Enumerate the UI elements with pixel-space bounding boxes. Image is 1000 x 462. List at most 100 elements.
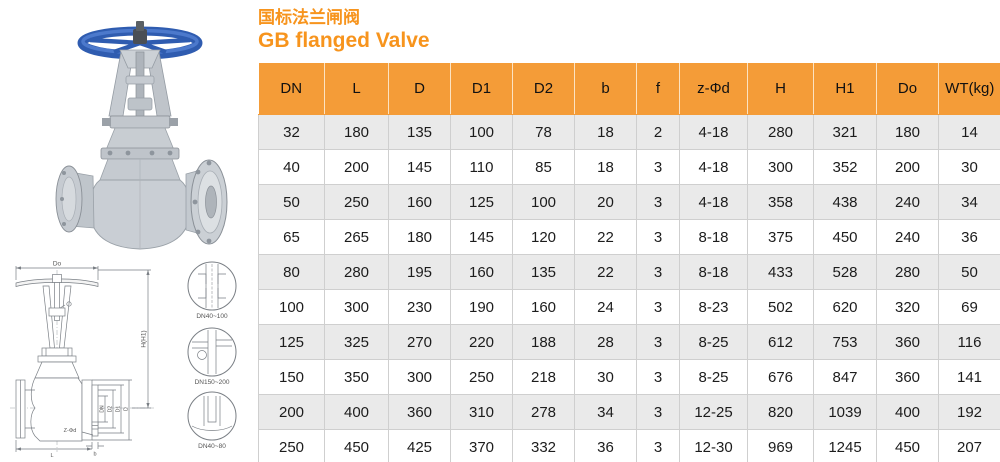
table-row: 80 280 195 160 135 22 3 8-18 433 528 280 50 bbox=[258, 254, 1000, 290]
table-cell: 8-25 bbox=[679, 324, 748, 360]
table-cell: 969 bbox=[747, 429, 814, 462]
table-cell: 352 bbox=[813, 149, 877, 185]
product-info-panel: 国标法兰闸阀 GB flanged Valve DN L D D1 D2 b f z-Φd H H… bbox=[258, 6, 1000, 462]
table-cell: 265 bbox=[324, 219, 389, 255]
table-cell: 438 bbox=[813, 184, 877, 220]
table-cell: 240 bbox=[876, 184, 939, 220]
label-do: Do bbox=[53, 261, 62, 268]
table-row: 40 200 145 110 85 18 3 4-18 300 352 200 30 bbox=[258, 149, 1000, 185]
product-title-english: GB flanged Valve bbox=[258, 29, 430, 52]
table-cell: 3 bbox=[636, 324, 680, 360]
table-cell: 250 bbox=[324, 184, 389, 220]
table-cell: 14 bbox=[938, 114, 1000, 150]
label-l: L bbox=[50, 453, 53, 459]
table-cell: 3 bbox=[636, 394, 680, 430]
table-cell: 150 bbox=[258, 359, 325, 395]
table-cell: 321 bbox=[813, 114, 877, 150]
table-cell: 350 bbox=[324, 359, 389, 395]
table-cell: 180 bbox=[324, 114, 389, 150]
table-cell: 141 bbox=[938, 359, 1000, 395]
table-cell: 280 bbox=[876, 254, 939, 290]
detail-circle-3 bbox=[187, 391, 237, 441]
table-cell: 125 bbox=[450, 184, 513, 220]
header-cell: H bbox=[747, 63, 814, 115]
table-cell: 12-30 bbox=[679, 429, 748, 462]
table-cell: 160 bbox=[388, 184, 451, 220]
table-cell: 300 bbox=[388, 359, 451, 395]
table-cell: 18 bbox=[574, 149, 637, 185]
table-cell: 3 bbox=[636, 289, 680, 325]
table-cell: 528 bbox=[813, 254, 877, 290]
table-cell: 3 bbox=[636, 359, 680, 395]
table-cell: 375 bbox=[747, 219, 814, 255]
table-cell: 110 bbox=[450, 149, 513, 185]
table-cell: 30 bbox=[574, 359, 637, 395]
table-cell: 36 bbox=[574, 429, 637, 462]
table-cell: 400 bbox=[324, 394, 389, 430]
table-cell: 190 bbox=[450, 289, 513, 325]
table-cell: 69 bbox=[938, 289, 1000, 325]
table-cell: 160 bbox=[512, 289, 575, 325]
table-cell: 4-18 bbox=[679, 149, 748, 185]
table-cell: 80 bbox=[258, 254, 325, 290]
detail-circle-1 bbox=[187, 261, 237, 311]
table-cell: 195 bbox=[388, 254, 451, 290]
header-cell: b bbox=[574, 63, 637, 115]
table-cell: 8-23 bbox=[679, 289, 748, 325]
table-cell: 332 bbox=[512, 429, 575, 462]
table-cell: 278 bbox=[512, 394, 575, 430]
table-cell: 28 bbox=[574, 324, 637, 360]
table-cell: 1245 bbox=[813, 429, 877, 462]
table-cell: 40 bbox=[258, 149, 325, 185]
label-b: b bbox=[93, 452, 96, 458]
table-cell: 180 bbox=[388, 219, 451, 255]
table-cell: 250 bbox=[258, 429, 325, 462]
table-cell: 32 bbox=[258, 114, 325, 150]
table-cell: 358 bbox=[747, 184, 814, 220]
detail-label-3: DN40~80 bbox=[198, 443, 226, 450]
table-row: 250 450 425 370 332 36 3 12-30 969 1245 450 207 bbox=[258, 429, 1000, 462]
table-cell: 218 bbox=[512, 359, 575, 395]
table-cell: 160 bbox=[450, 254, 513, 290]
table-cell: 370 bbox=[450, 429, 513, 462]
table-cell: 125 bbox=[258, 324, 325, 360]
table-cell: 116 bbox=[938, 324, 1000, 360]
valve-bonnet bbox=[100, 115, 180, 160]
table-cell: 1039 bbox=[813, 394, 877, 430]
table-cell: 12-25 bbox=[679, 394, 748, 430]
table-cell: 200 bbox=[258, 394, 325, 430]
table-cell: 230 bbox=[388, 289, 451, 325]
table-cell: 320 bbox=[876, 289, 939, 325]
table-cell: 145 bbox=[450, 219, 513, 255]
dimension-do bbox=[15, 266, 99, 280]
header-cell: Do bbox=[876, 63, 939, 115]
label-d: D bbox=[124, 407, 130, 411]
table-cell: 2 bbox=[636, 114, 680, 150]
table-cell: 135 bbox=[512, 254, 575, 290]
table-cell: 3 bbox=[636, 429, 680, 462]
table-cell: 78 bbox=[512, 114, 575, 150]
table-cell: 847 bbox=[813, 359, 877, 395]
valve-body bbox=[55, 158, 228, 250]
table-cell: 100 bbox=[512, 184, 575, 220]
table-cell: 22 bbox=[574, 254, 637, 290]
header-cell: f bbox=[636, 63, 680, 115]
table-cell: 34 bbox=[574, 394, 637, 430]
technical-drawing-svg: Do H(H1) DN D2 D1 D Z-Φd b L DN40~100 DN… bbox=[10, 261, 237, 459]
table-cell: 100 bbox=[258, 289, 325, 325]
valve-yoke bbox=[108, 49, 172, 119]
table-cell: 3 bbox=[636, 184, 680, 220]
table-cell: 18 bbox=[574, 114, 637, 150]
table-cell: 325 bbox=[324, 324, 389, 360]
table-cell: 100 bbox=[450, 114, 513, 150]
dimension-flange-diameters bbox=[92, 379, 132, 441]
table-row: 150 350 300 250 218 30 3 8-25 676 847 360 141 bbox=[258, 359, 1000, 395]
valve-technical-drawing: Do H(H1) DN D2 D1 D Z-Φd b L DN40~100 DN… bbox=[2, 256, 255, 460]
table-cell: 450 bbox=[876, 429, 939, 462]
table-cell: 300 bbox=[747, 149, 814, 185]
header-cell: WT(kg) bbox=[938, 63, 1000, 115]
table-cell: 20 bbox=[574, 184, 637, 220]
valve-photo-illustration bbox=[55, 21, 228, 250]
table-cell: 425 bbox=[388, 429, 451, 462]
